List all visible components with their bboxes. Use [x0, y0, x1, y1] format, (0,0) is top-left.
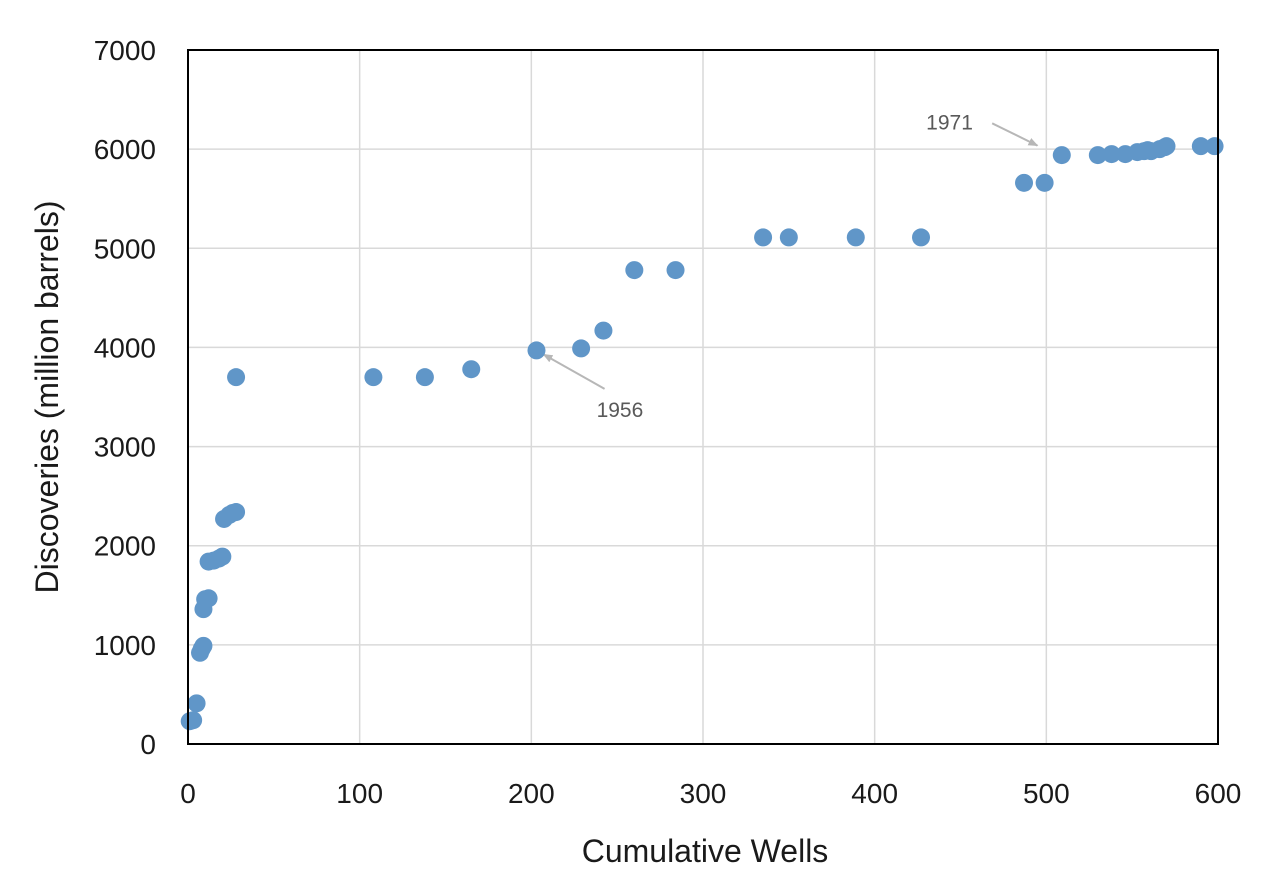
data-point [199, 589, 218, 608]
data-point [227, 368, 246, 387]
x-tick-label: 600 [1195, 778, 1242, 809]
annotation-arrow [991, 122, 1039, 147]
data-point [779, 228, 798, 247]
data-point [1035, 173, 1054, 192]
y-tick-label: 3000 [94, 432, 156, 463]
y-tick-label: 2000 [94, 531, 156, 562]
data-point [666, 261, 685, 280]
annotation-label: 1971 [926, 111, 973, 134]
data-point [1191, 137, 1210, 156]
data-point [194, 636, 213, 655]
data-point [1052, 146, 1071, 165]
x-tick-label: 500 [1023, 778, 1070, 809]
y-tick-label: 7000 [94, 35, 156, 66]
data-point [213, 547, 232, 566]
x-tick-label: 400 [851, 778, 898, 809]
x-tick-label: 100 [336, 778, 383, 809]
x-axis-title: Cumulative Wells [582, 833, 829, 869]
data-point [527, 341, 546, 360]
gridlines [188, 50, 1218, 744]
data-point [1205, 137, 1224, 156]
data-point [1088, 146, 1107, 165]
data-point [187, 694, 206, 713]
data-point [846, 228, 865, 247]
plot-border [187, 49, 1219, 745]
annotation-label: 1956 [597, 399, 644, 422]
data-point [1157, 137, 1176, 156]
data-point [462, 360, 481, 379]
x-axis-ticks: 0 100 200 300 400 500 600 [180, 778, 1241, 809]
x-tick-label: 0 [180, 778, 196, 809]
y-axis-ticks: 0 1000 2000 3000 4000 5000 6000 7000 [94, 35, 156, 760]
y-tick-label: 4000 [94, 332, 156, 363]
data-points [180, 137, 1224, 731]
annotations: 1956 1971 [542, 111, 1039, 422]
x-tick-label: 200 [508, 778, 555, 809]
data-point [1102, 145, 1121, 164]
data-point [364, 368, 383, 387]
data-point [625, 261, 644, 280]
x-tick-label: 300 [680, 778, 727, 809]
y-tick-label: 1000 [94, 630, 156, 661]
y-axis-title: Discoveries (million barrels) [29, 201, 65, 594]
y-tick-label: 5000 [94, 233, 156, 264]
y-tick-label: 0 [140, 729, 156, 760]
data-point [572, 339, 591, 358]
data-point [415, 368, 434, 387]
data-point [227, 503, 246, 522]
data-point [912, 228, 931, 247]
data-point [594, 321, 613, 340]
y-tick-label: 6000 [94, 134, 156, 165]
data-point [184, 711, 203, 730]
data-point [754, 228, 773, 247]
data-point [1015, 173, 1034, 192]
annotation-arrow [542, 353, 606, 390]
